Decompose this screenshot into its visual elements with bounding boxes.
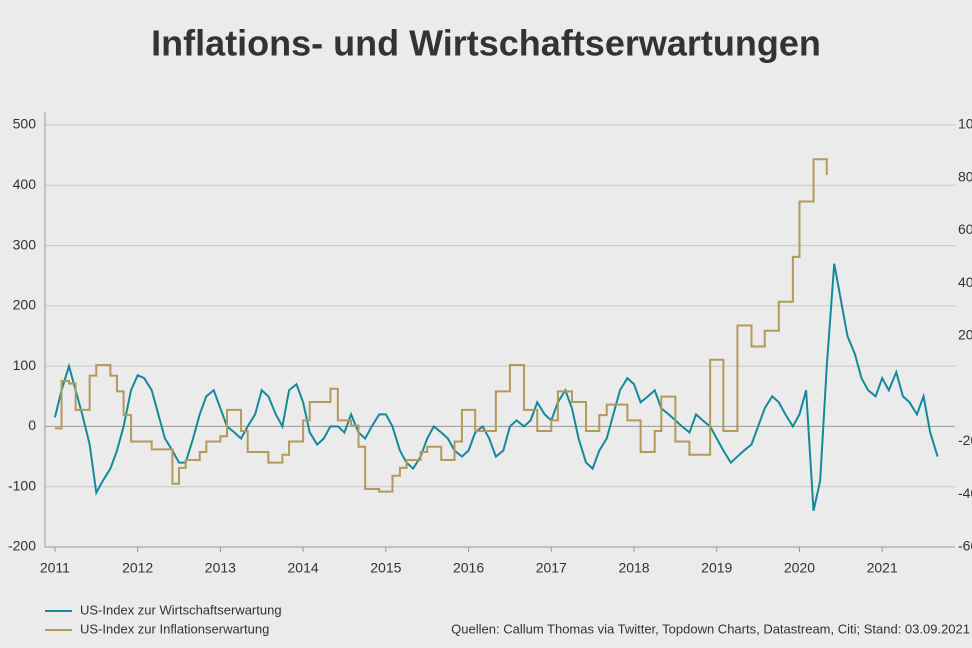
y2-tick-label: 40	[958, 274, 972, 290]
legend-label: US-Index zur Inflationserwartung	[80, 621, 269, 636]
y2-tick-label: 100	[958, 116, 972, 132]
y-tick-label: 400	[13, 176, 37, 192]
x-tick-label: 2014	[288, 560, 319, 576]
y-tick-label: 0	[28, 417, 36, 433]
x-tick-label: 2020	[784, 560, 815, 576]
y-tick-label: -100	[8, 477, 36, 493]
series-line	[54, 158, 828, 493]
series-line	[53, 263, 939, 512]
y-tick-label: 500	[13, 116, 37, 132]
y2-tick-label: -60	[958, 538, 972, 554]
y2-tick-label: 80	[958, 168, 972, 184]
x-tick-label: 2013	[205, 560, 236, 576]
source-note: Quellen: Callum Thomas via Twitter, Topd…	[451, 621, 970, 636]
y2-tick-label: 60	[958, 221, 972, 237]
x-tick-label: 2018	[618, 560, 649, 576]
y2-tick-label: -20	[958, 432, 972, 448]
x-tick-label: 2021	[867, 560, 898, 576]
x-tick-label: 2015	[370, 560, 401, 576]
y-tick-label: 200	[13, 297, 37, 313]
x-tick-label: 2019	[701, 560, 732, 576]
chart-title: Inflations- und Wirtschaftserwartungen	[151, 23, 821, 64]
y-tick-label: -200	[8, 538, 36, 554]
y-tick-label: 100	[13, 357, 37, 373]
y2-tick-label: -40	[958, 485, 972, 501]
legend-label: US-Index zur Wirtschaftserwartung	[80, 602, 282, 617]
x-tick-label: 2017	[536, 560, 567, 576]
y-tick-label: 300	[13, 236, 37, 252]
x-tick-label: 2012	[122, 560, 153, 576]
x-tick-label: 2011	[40, 560, 70, 576]
y2-tick-label: 20	[958, 327, 972, 343]
x-tick-label: 2016	[453, 560, 484, 576]
